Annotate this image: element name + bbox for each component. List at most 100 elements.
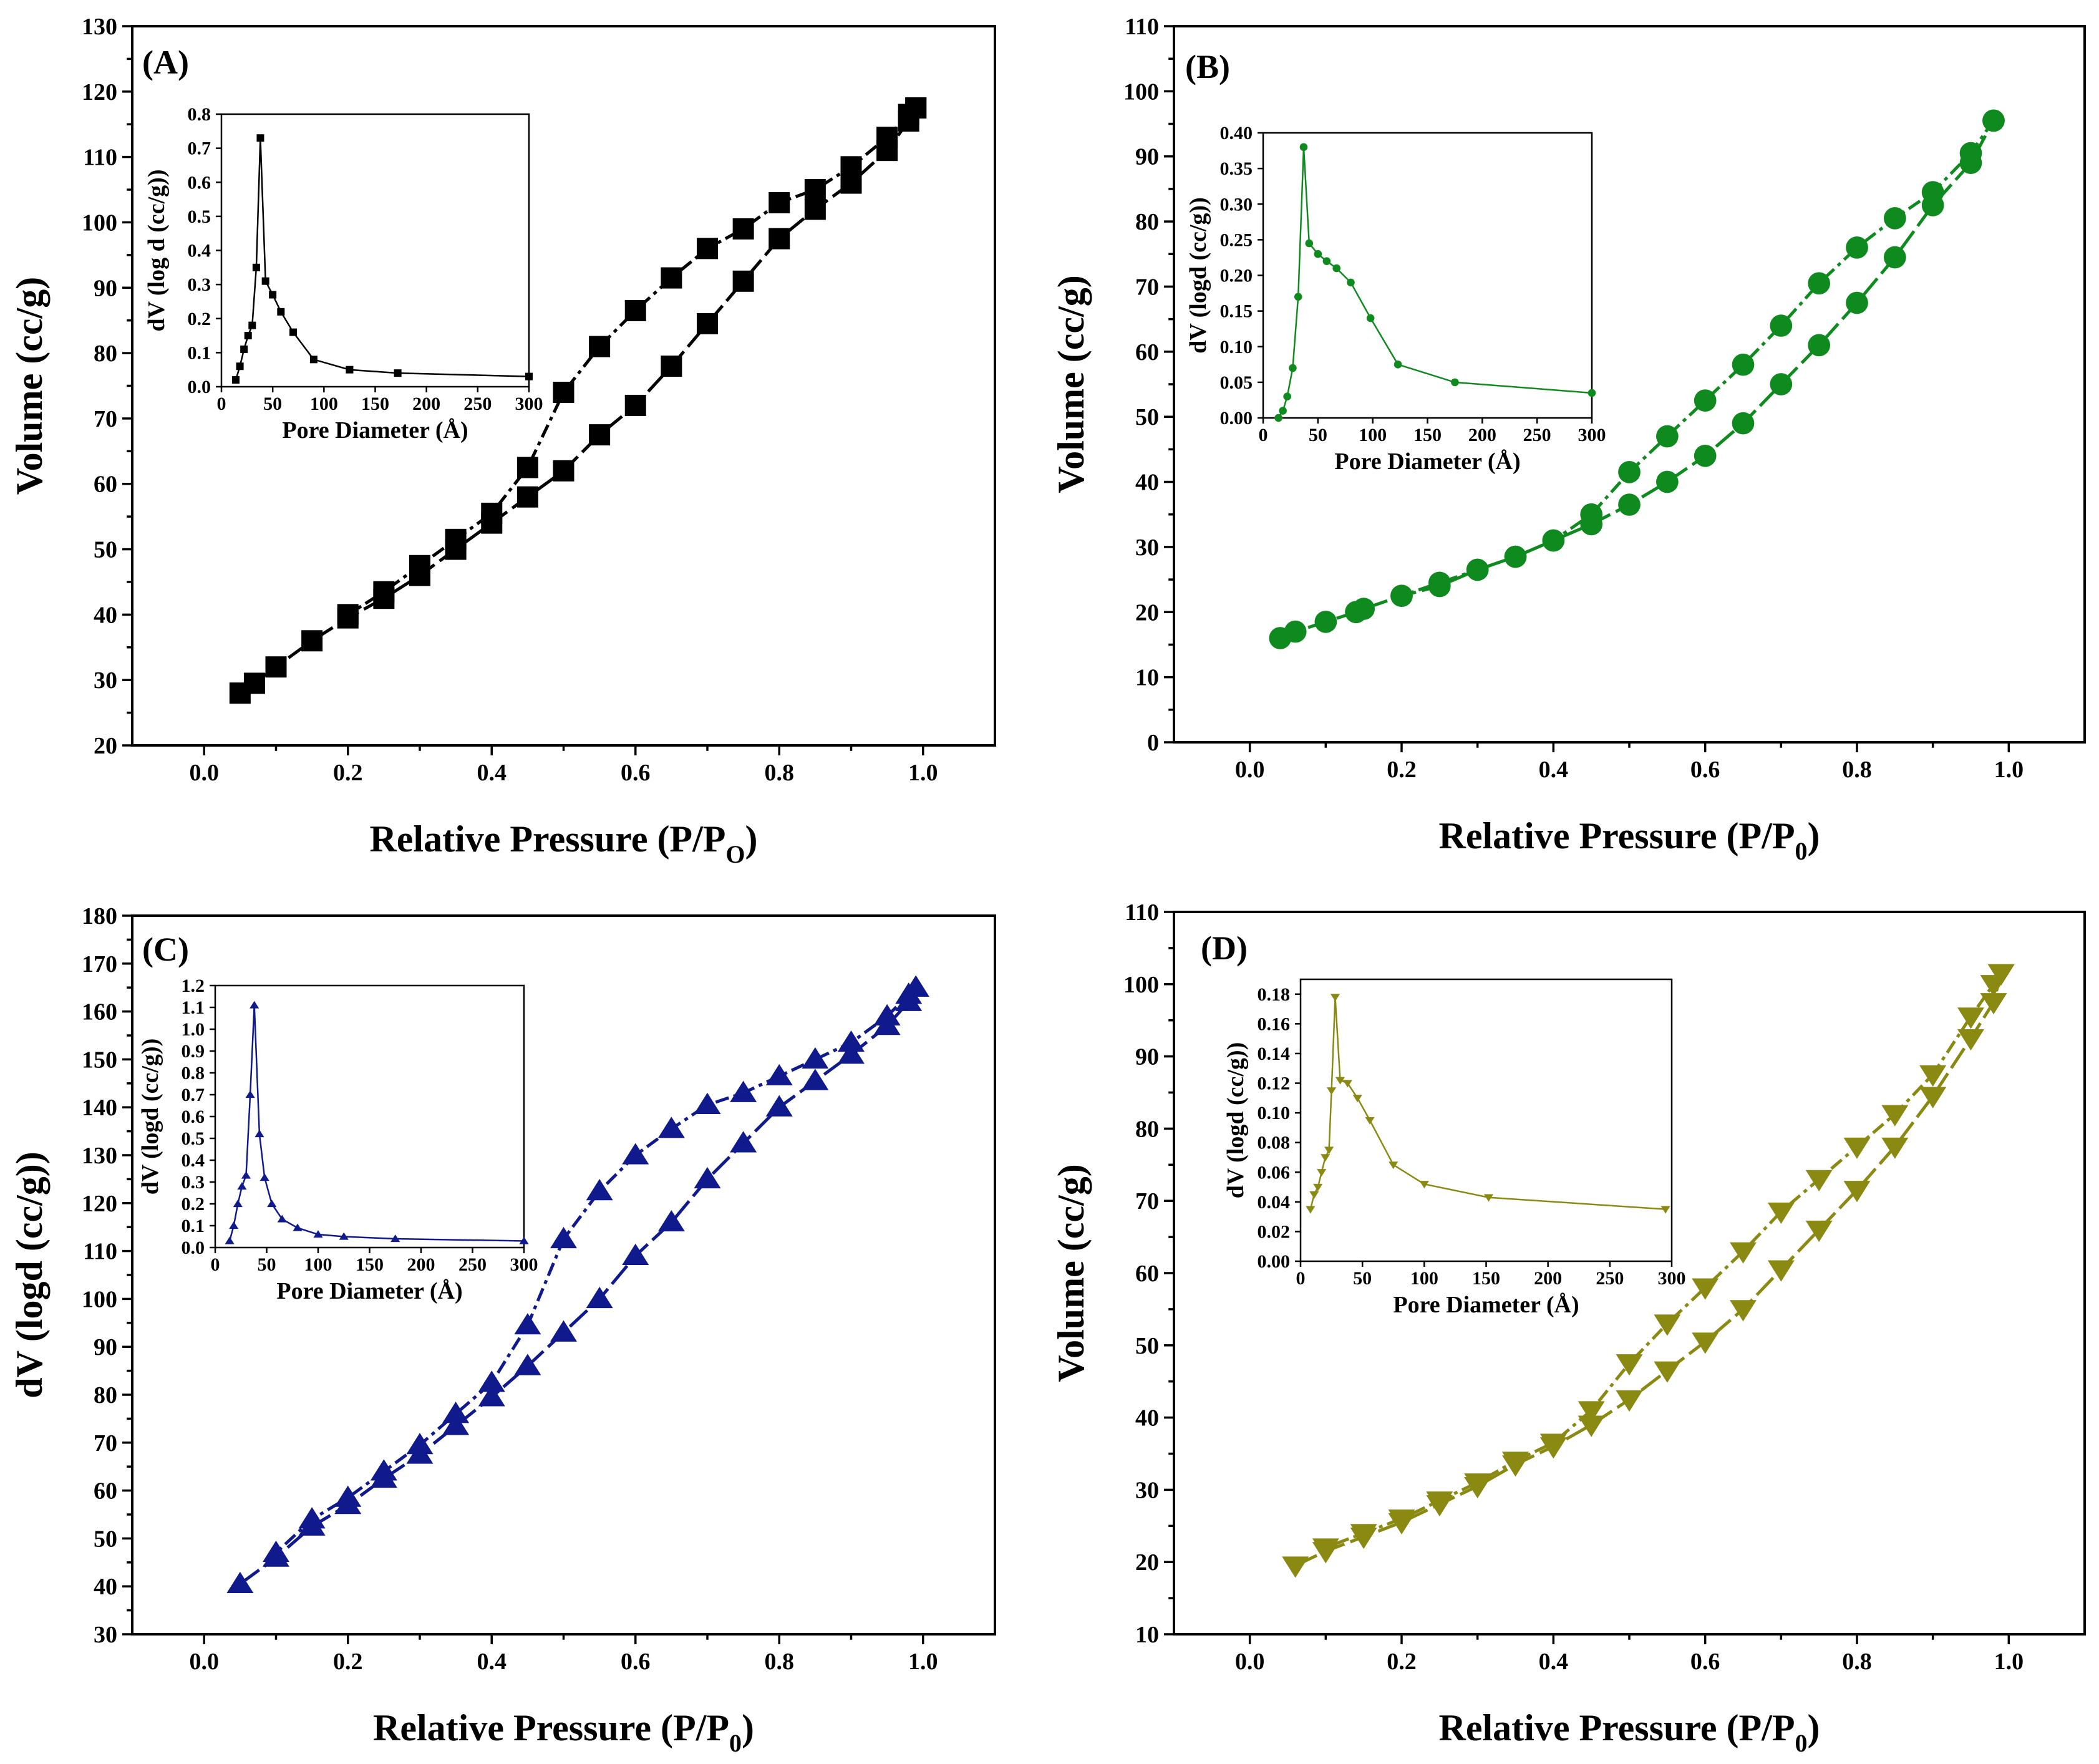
inset-data-point — [1419, 1181, 1429, 1189]
main-y-tick-label: 110 — [83, 145, 117, 171]
inset-y-axis-title: dV (log d (cc/g)) — [143, 170, 170, 332]
data-point-desorption — [1982, 109, 2005, 132]
x-axis-title: Relative Pressure (P/P0) — [373, 1707, 754, 1757]
data-point-desorption — [732, 218, 754, 240]
data-point-desorption — [1464, 1473, 1491, 1495]
main-y-tick-label: 30 — [1135, 1477, 1159, 1503]
inset-y-tick-label: 0.15 — [1220, 301, 1253, 322]
inset-data-point — [1330, 994, 1340, 1002]
data-point-desorption — [298, 1507, 326, 1529]
inset-x-tick-label: 100 — [310, 394, 338, 414]
data-point-desorption — [1692, 1278, 1719, 1300]
data-point-adsorption — [1843, 1181, 1871, 1203]
data-point-adsorption — [1732, 412, 1755, 435]
inset-data-point — [313, 1230, 323, 1238]
x-axis-title: Relative Pressure (P/P0) — [1439, 815, 1820, 865]
inset-frame — [214, 984, 525, 1249]
main-y-tick-label: 110 — [83, 1239, 117, 1265]
main-y-tick-label: 40 — [1135, 470, 1159, 496]
data-point-desorption — [514, 1313, 541, 1335]
main-y-tick-label: 60 — [1135, 1261, 1159, 1287]
inset-x-tick-label: 150 — [356, 1254, 384, 1275]
inset-data-point — [1660, 1206, 1670, 1214]
main-x-tick-label: 0.2 — [1387, 757, 1417, 783]
data-point-desorption — [1580, 503, 1603, 526]
data-point-desorption — [661, 267, 682, 289]
series-line-adsorption — [239, 107, 918, 695]
inset-y-tick-label: 0.6 — [188, 172, 211, 193]
inset-y-tick-label: 0.14 — [1258, 1044, 1291, 1064]
inset-frame — [1262, 132, 1593, 419]
inset-data-point — [236, 362, 244, 371]
y-axis-title: Volume (cc/g) — [9, 277, 50, 495]
inset-x-axis-title: Pore Diameter (Å) — [1334, 448, 1520, 475]
data-point-adsorption — [243, 672, 265, 694]
main-y-tick-label: 100 — [1123, 972, 1159, 998]
main-y-tick-label: 130 — [82, 1143, 117, 1169]
data-point-desorption — [1883, 207, 1906, 230]
inset-y-tick-label: 0.7 — [182, 1085, 205, 1105]
inset-y-tick-label: 0.0 — [188, 377, 211, 397]
inset-series-line — [228, 1005, 525, 1242]
data-point-desorption — [1694, 389, 1717, 412]
data-point-adsorption — [514, 1354, 541, 1375]
data-point-desorption — [478, 1370, 505, 1392]
inset-x-axis-title: Pore Diameter (Å) — [282, 417, 468, 443]
data-point-desorption — [1654, 1314, 1681, 1336]
main-x-tick-label: 0.4 — [1539, 757, 1569, 783]
main-x-tick-label: 0.2 — [333, 760, 363, 786]
main-y-tick-label: 100 — [82, 1286, 117, 1312]
data-point-adsorption — [1846, 291, 1868, 314]
data-point-desorption — [657, 1117, 685, 1138]
data-point-desorption — [1729, 1242, 1757, 1264]
inset-data-point — [277, 1214, 287, 1223]
data-point-desorption — [409, 555, 430, 576]
main-y-tick-label: 20 — [1135, 1549, 1159, 1576]
data-point-desorption — [481, 502, 503, 524]
inset-x-tick-label: 300 — [1658, 1268, 1686, 1289]
inset-data-point — [252, 263, 260, 271]
inset-data-point — [241, 1171, 251, 1179]
data-point-adsorption — [768, 228, 790, 250]
inset-y-tick-label: 0.25 — [1220, 230, 1253, 250]
data-point-adsorption — [265, 656, 287, 678]
inset-data-point — [1389, 1161, 1399, 1170]
data-point-adsorption — [1578, 1415, 1605, 1437]
main-y-tick-label: 90 — [1135, 1044, 1159, 1070]
x-axis-title: Relative Pressure (P/P0) — [1439, 1707, 1820, 1757]
inset-data-point — [1326, 1087, 1337, 1095]
inset-data-point — [289, 328, 298, 336]
inset-y-tick-label: 0.00 — [1220, 408, 1253, 429]
inset-data-point — [277, 308, 285, 316]
data-point-adsorption — [1618, 493, 1641, 516]
inset-data-point — [256, 134, 264, 142]
inset-data-point — [1305, 239, 1314, 248]
data-point-desorption — [873, 1004, 901, 1025]
main-y-tick-label: 150 — [82, 1047, 117, 1073]
data-point-desorption — [624, 299, 646, 321]
main-y-tick-label: 30 — [94, 667, 117, 694]
inset-data-point — [229, 1221, 239, 1229]
data-point-adsorption — [1883, 246, 1906, 269]
inset-x-tick-label: 50 — [1309, 425, 1327, 445]
data-point-desorption — [1980, 975, 2007, 997]
main-y-tick-label: 70 — [1135, 274, 1159, 300]
inset-y-tick-label: 0.4 — [188, 241, 211, 261]
main-y-tick-label: 80 — [94, 341, 117, 367]
inset-data-point — [293, 1223, 303, 1231]
inset-data-point — [1324, 1146, 1334, 1155]
data-point-desorption — [1312, 1538, 1339, 1560]
data-point-adsorption — [553, 460, 574, 482]
main-x-tick-label: 0.8 — [765, 1649, 795, 1675]
data-point-adsorption — [589, 424, 611, 446]
inset-y-tick-label: 0.5 — [182, 1128, 205, 1149]
data-point-adsorption — [730, 1131, 757, 1153]
inset-x-tick-label: 150 — [1413, 425, 1442, 445]
data-point-adsorption — [1284, 620, 1307, 643]
data-point-desorption — [1618, 461, 1641, 483]
inset-data-point — [237, 1182, 247, 1190]
inset-y-tick-label: 0.0 — [182, 1238, 205, 1258]
inset-y-tick-label: 0.2 — [182, 1194, 205, 1214]
data-point-desorption — [442, 1402, 470, 1423]
inset-y-tick-label: 1.1 — [182, 997, 205, 1018]
